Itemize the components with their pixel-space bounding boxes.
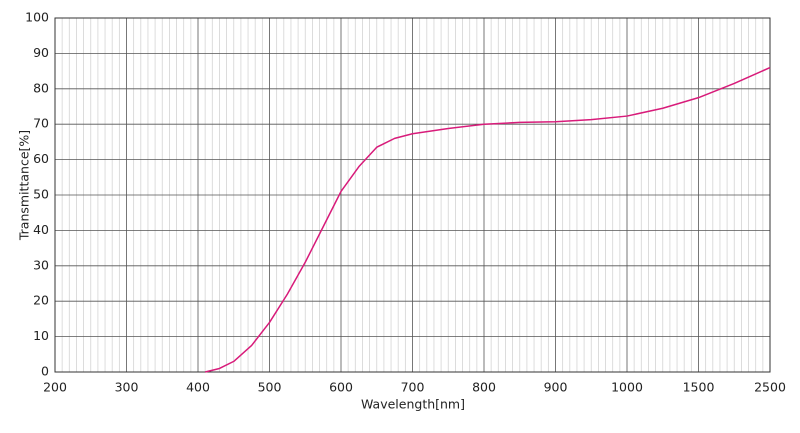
- y-tick-label: 0: [41, 364, 49, 379]
- x-tick-label: 800: [472, 380, 496, 395]
- y-tick-label: 30: [33, 257, 49, 272]
- x-tick-label: 600: [329, 380, 353, 395]
- y-tick-label: 80: [33, 80, 49, 95]
- y-tick-label: 40: [33, 222, 49, 237]
- x-tick-label: 200: [43, 380, 67, 395]
- x-tick-label: 1000: [611, 380, 643, 395]
- plot-frame: [54, 17, 771, 373]
- y-tick-label: 70: [33, 116, 49, 131]
- y-tick-label: 50: [33, 187, 49, 202]
- y-tick-label: 100: [25, 10, 49, 25]
- x-tick-label: 500: [258, 380, 282, 395]
- x-tick-label: 400: [186, 380, 210, 395]
- x-tick-label: 300: [115, 380, 139, 395]
- x-tick-label: 2500: [754, 380, 786, 395]
- y-tick-label: 60: [33, 151, 49, 166]
- x-tick-label: 900: [544, 380, 568, 395]
- y-axis-title: Transmittance[%]: [17, 130, 32, 241]
- y-tick-label: 20: [33, 293, 49, 308]
- y-tick-label: 10: [33, 328, 49, 343]
- line: [204, 66, 771, 373]
- y-tick-label: 90: [33, 45, 49, 60]
- x-tick-label: 1500: [683, 380, 715, 395]
- x-axis-title: Wavelength[nm]: [361, 397, 465, 412]
- x-tick-label: 700: [401, 380, 425, 395]
